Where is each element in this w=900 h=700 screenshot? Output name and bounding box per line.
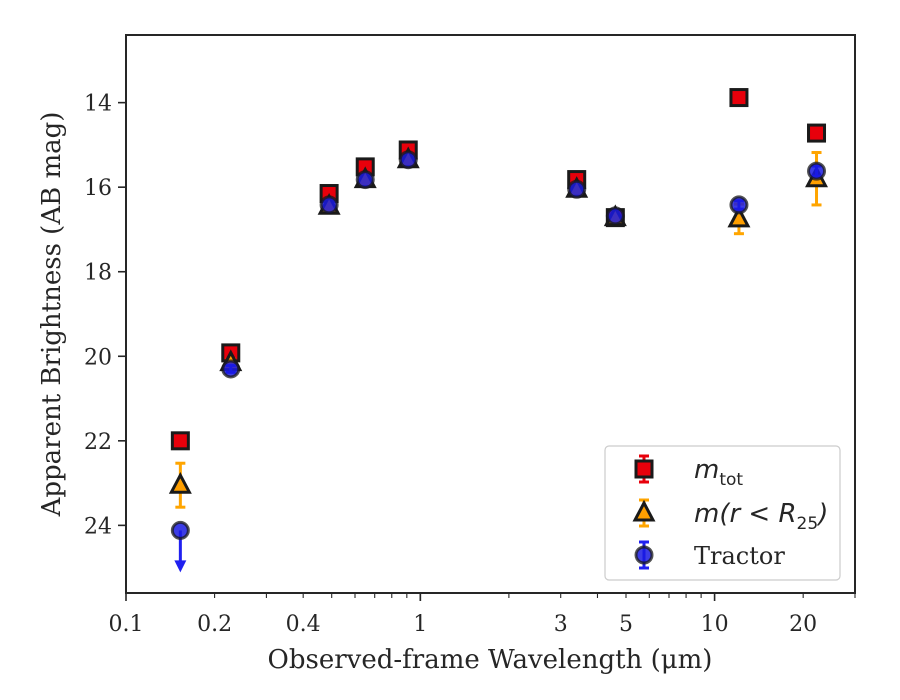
tractor-point <box>807 161 827 181</box>
plot-frame <box>125 34 856 594</box>
y-tick-label: 18 <box>84 261 112 286</box>
legend-marker-2 <box>634 545 654 565</box>
legend-box <box>604 445 841 581</box>
upper-limit-arrowhead <box>174 560 187 573</box>
legend-label-1: m(r < R25) <box>694 499 828 534</box>
x-tick-label: 5 <box>619 612 633 637</box>
x-tick-label: 0.2 <box>197 612 232 637</box>
x-tick-label: 3 <box>554 612 568 637</box>
tractor-point <box>355 170 375 190</box>
x-tick-label: 1 <box>413 612 427 637</box>
y-tick-label: 14 <box>84 92 112 117</box>
tractor-point <box>729 195 749 215</box>
tractor-point <box>319 195 339 215</box>
legend-marker-1 <box>632 499 656 522</box>
y-axis: 14 16 18 20 22 24 <box>84 92 126 539</box>
x-tick-label: 0.4 <box>286 612 321 637</box>
legend-label-0: mtot <box>694 455 743 490</box>
x-axis: 0.1 0.2 0.4 1 3 5 10 20 <box>109 593 856 637</box>
y-tick-label: 16 <box>84 176 112 201</box>
y-axis-label: Apparent Brightness (AB mag) <box>37 112 67 518</box>
y-tick-label: 24 <box>84 514 112 539</box>
data-marks <box>168 88 829 573</box>
tractor-point <box>567 179 587 199</box>
y-tick-label: 22 <box>84 430 112 455</box>
tractor-point <box>221 359 241 379</box>
series-0 <box>170 88 827 451</box>
legend-label-2: Tractor <box>694 542 785 570</box>
mtot-point <box>729 88 749 108</box>
legend-marker-0 <box>634 459 654 479</box>
mtot-point <box>807 123 827 143</box>
y-tick-label: 20 <box>84 345 112 370</box>
tractor-point <box>170 520 190 540</box>
m-r25-point <box>727 205 751 228</box>
tractor-point <box>605 206 625 226</box>
mtot-point <box>170 431 190 451</box>
x-axis-label: Observed-frame Wavelength (μm) <box>268 645 713 675</box>
tractor-point <box>398 150 418 170</box>
x-tick-label: 0.1 <box>109 612 144 637</box>
x-tick-label: 10 <box>701 612 729 637</box>
series-2 <box>170 150 827 573</box>
legend: mtot m(r < R25) Tractor <box>604 445 841 581</box>
x-tick-label: 20 <box>789 612 817 637</box>
m-r25-point <box>168 471 192 494</box>
